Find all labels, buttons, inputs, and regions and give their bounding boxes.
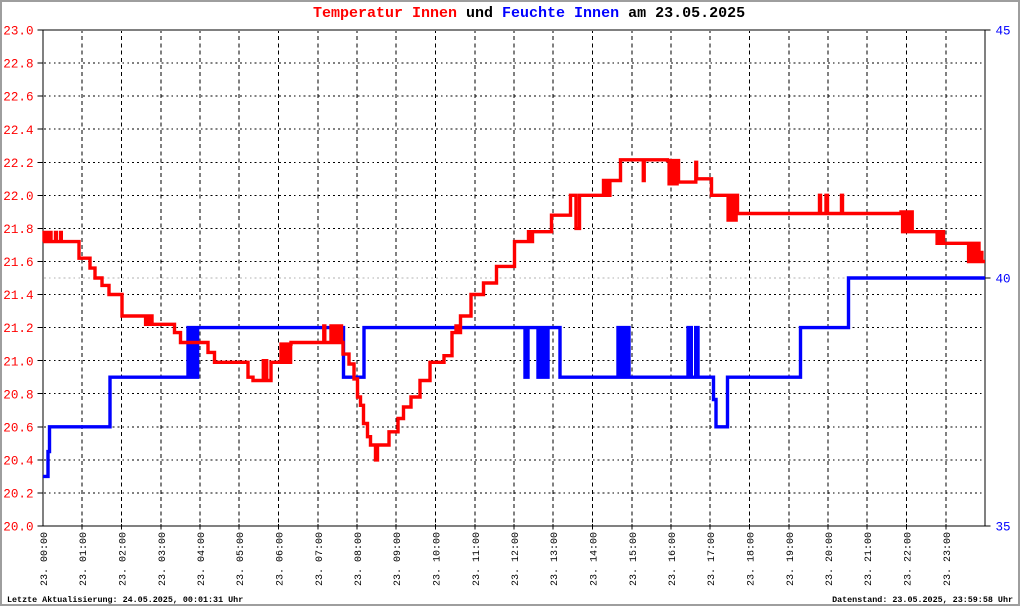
svg-text:23.0: 23.0 [3, 25, 33, 39]
svg-text:20.0: 20.0 [3, 521, 33, 535]
svg-text:23. 13:00: 23. 13:00 [550, 532, 561, 586]
svg-text:23. 17:00: 23. 17:00 [707, 532, 718, 586]
svg-text:23. 01:00: 23. 01:00 [79, 532, 90, 586]
svg-text:23. 16:00: 23. 16:00 [668, 532, 679, 586]
svg-text:40: 40 [996, 273, 1011, 287]
svg-text:Temperatur Innen und Feuchte I: Temperatur Innen und Feuchte Innen am 23… [313, 5, 745, 22]
svg-text:23. 08:00: 23. 08:00 [354, 532, 365, 586]
svg-text:23. 02:00: 23. 02:00 [119, 532, 130, 586]
svg-text:22.2: 22.2 [3, 157, 33, 171]
svg-text:23. 05:00: 23. 05:00 [236, 532, 247, 586]
svg-text:23. 11:00: 23. 11:00 [472, 532, 483, 586]
svg-text:22.8: 22.8 [3, 58, 33, 72]
svg-text:23. 07:00: 23. 07:00 [315, 532, 326, 586]
svg-text:20.6: 20.6 [3, 421, 33, 435]
svg-text:23. 12:00: 23. 12:00 [511, 532, 522, 586]
svg-text:21.0: 21.0 [3, 355, 33, 369]
svg-text:21.4: 21.4 [3, 289, 33, 303]
svg-text:45: 45 [996, 25, 1011, 39]
svg-text:23. 03:00: 23. 03:00 [158, 532, 169, 586]
svg-text:21.8: 21.8 [3, 223, 33, 237]
svg-text:23. 22:00: 23. 22:00 [904, 532, 915, 586]
svg-text:23. 19:00: 23. 19:00 [786, 532, 797, 586]
svg-text:23. 06:00: 23. 06:00 [276, 532, 287, 586]
svg-text:22.4: 22.4 [3, 124, 33, 138]
svg-text:21.2: 21.2 [3, 322, 33, 336]
svg-text:Datenstand: 23.05.2025, 23:59:: Datenstand: 23.05.2025, 23:59:58 Uhr [832, 595, 1013, 605]
svg-text:23. 09:00: 23. 09:00 [393, 532, 404, 586]
svg-text:Letzte Aktualisierung: 24.05.2: Letzte Aktualisierung: 24.05.2025, 00:01… [7, 595, 243, 605]
svg-text:23. 00:00: 23. 00:00 [40, 532, 51, 586]
svg-text:20.2: 20.2 [3, 488, 33, 502]
svg-text:20.8: 20.8 [3, 388, 33, 402]
svg-text:20.4: 20.4 [3, 455, 33, 469]
svg-text:23. 15:00: 23. 15:00 [629, 532, 640, 586]
svg-text:23. 23:00: 23. 23:00 [943, 532, 954, 586]
svg-text:23. 20:00: 23. 20:00 [825, 532, 836, 586]
svg-text:22.6: 22.6 [3, 91, 33, 105]
svg-text:23. 21:00: 23. 21:00 [864, 532, 875, 586]
svg-text:23. 10:00: 23. 10:00 [433, 532, 444, 586]
svg-text:23. 04:00: 23. 04:00 [197, 532, 208, 586]
svg-text:35: 35 [996, 521, 1011, 535]
svg-text:23. 18:00: 23. 18:00 [747, 532, 758, 586]
svg-text:22.0: 22.0 [3, 190, 33, 204]
svg-text:21.6: 21.6 [3, 256, 33, 270]
svg-text:23. 14:00: 23. 14:00 [590, 532, 601, 586]
